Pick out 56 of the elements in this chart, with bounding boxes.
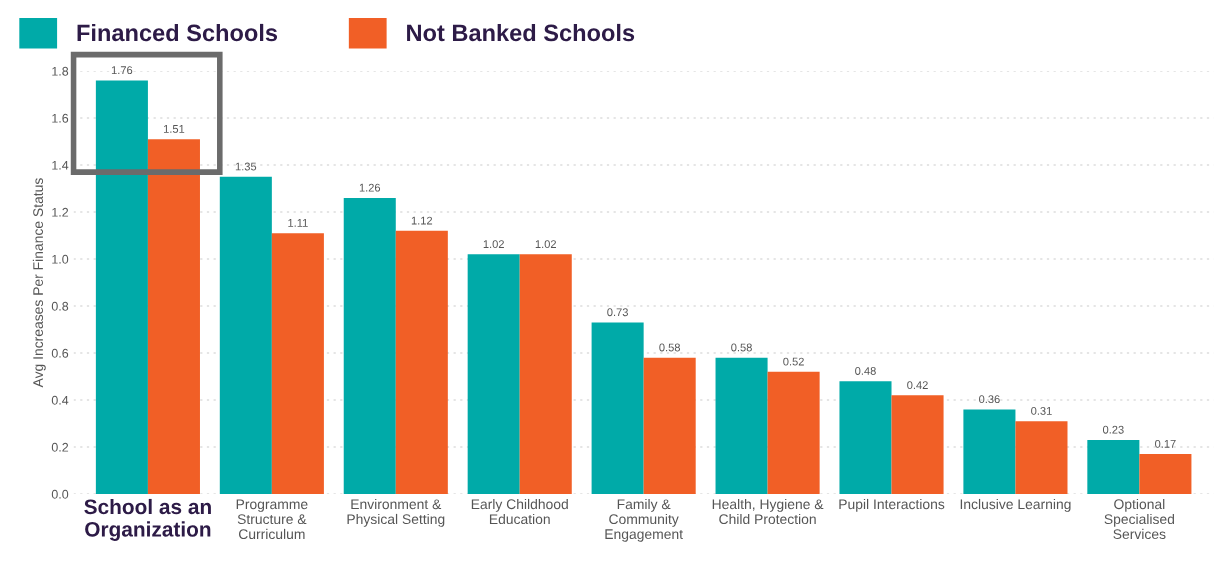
bar xyxy=(767,371,820,495)
bar xyxy=(1087,440,1140,495)
data-label: 0.73 xyxy=(607,308,628,317)
y-tick-label: 0.4 xyxy=(51,395,69,405)
data-label: 1.26 xyxy=(359,183,381,192)
y-tick-label: 1.0 xyxy=(52,254,69,264)
x-tick-label: Inclusive Learning xyxy=(960,498,1071,512)
data-label: 1.12 xyxy=(411,216,433,225)
x-tick-label: Environment & Physical Setting xyxy=(347,498,445,527)
x-tick-label: Early Childhood Education xyxy=(471,498,568,525)
data-label: 0.52 xyxy=(783,357,804,366)
x-tick-label: Health, Hygiene & Child Protection xyxy=(712,498,824,525)
bar xyxy=(963,409,1016,495)
data-label: 0.17 xyxy=(1155,439,1176,448)
bar xyxy=(891,395,944,495)
bar xyxy=(1139,454,1192,495)
y-tick-label: 0.6 xyxy=(51,348,69,358)
bar xyxy=(271,233,324,495)
x-tick-label: Optional Specialised Services xyxy=(1104,498,1174,540)
data-label: 0.23 xyxy=(1102,425,1124,434)
data-label: 0.58 xyxy=(731,343,752,352)
bar xyxy=(591,322,644,495)
data-label: 0.36 xyxy=(979,395,1000,404)
legend-label: Financed Schools xyxy=(77,23,278,42)
data-label: 1.02 xyxy=(483,240,504,248)
legend-label: Not Banked Schools xyxy=(407,23,635,42)
bar xyxy=(643,357,696,495)
data-label: 1.76 xyxy=(111,66,133,75)
x-tick-label: Programme Structure & Curriculum xyxy=(236,499,308,540)
data-label: 1.11 xyxy=(288,219,308,227)
bar xyxy=(1015,421,1068,495)
y-tick-label: 0.8 xyxy=(51,301,69,311)
bar xyxy=(715,357,768,495)
bar xyxy=(839,381,892,495)
x-tick-label: Pupil Interactions xyxy=(839,498,945,512)
bar xyxy=(219,176,272,495)
bar xyxy=(343,197,396,495)
y-tick-label: 1.6 xyxy=(52,113,69,123)
bar xyxy=(467,254,520,495)
data-label: 0.58 xyxy=(659,343,681,352)
y-tick-label: 0.2 xyxy=(51,442,69,452)
y-tick-label: 1.8 xyxy=(52,66,69,76)
bar xyxy=(519,254,572,495)
data-label: 0.42 xyxy=(907,381,928,389)
y-tick-label: 1.2 xyxy=(52,207,69,217)
data-label: 0.31 xyxy=(1031,406,1052,415)
x-tick-label: School as an Organization xyxy=(84,498,211,541)
x-tick-label: Family & Community Engagement xyxy=(605,498,683,542)
data-label: 0.48 xyxy=(855,367,876,375)
y-tick-label: 0.0 xyxy=(51,489,69,499)
y-tick-label: 1.4 xyxy=(52,160,69,170)
bar xyxy=(395,230,448,495)
data-label: 1.02 xyxy=(535,240,556,248)
data-label: 1.51 xyxy=(163,125,185,133)
data-label: 1.35 xyxy=(235,162,257,171)
y-axis-title: Avg Increases Per Finance Status xyxy=(32,178,46,388)
